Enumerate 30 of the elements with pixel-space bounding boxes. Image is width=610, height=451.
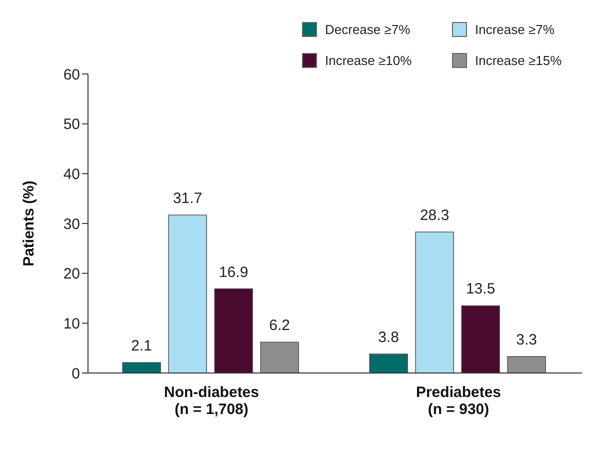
legend-label: Decrease ≥7% (325, 22, 410, 37)
x-tick-label: Prediabetes (n = 930) (416, 384, 502, 418)
legend-label: Increase ≥10% (325, 53, 412, 68)
bar (214, 288, 253, 373)
x-tick-label: Non-diabetes (n = 1,708) (164, 384, 260, 418)
bar (369, 354, 408, 373)
y-tick-label: 50 (63, 116, 80, 134)
data-label: 2.1 (131, 338, 152, 355)
data-label: 31.7 (172, 190, 202, 208)
bar (507, 356, 546, 373)
legend-label: Increase ≥15% (475, 53, 562, 68)
bar (122, 362, 161, 373)
legend-label: Increase ≥7% (475, 22, 554, 37)
data-label: 3.8 (378, 329, 400, 346)
data-label: 3.3 (516, 332, 538, 349)
data-label: 13.5 (466, 280, 496, 298)
bar (461, 305, 500, 373)
y-tick-label: 40 (63, 166, 80, 183)
y-tick-label: 0 (72, 365, 80, 382)
y-tick-label: 10 (63, 315, 80, 332)
data-label: 16.9 (218, 264, 248, 281)
y-tick-label: 30 (63, 216, 80, 233)
y-tick-label: 60 (63, 66, 80, 84)
bar (260, 342, 299, 373)
bar (415, 232, 454, 373)
data-label: 6.2 (269, 317, 290, 334)
bar (168, 214, 207, 373)
data-label: 28.3 (420, 206, 450, 224)
y-axis-title: Patients (%) (20, 180, 38, 266)
y-tick-label: 20 (63, 266, 80, 283)
